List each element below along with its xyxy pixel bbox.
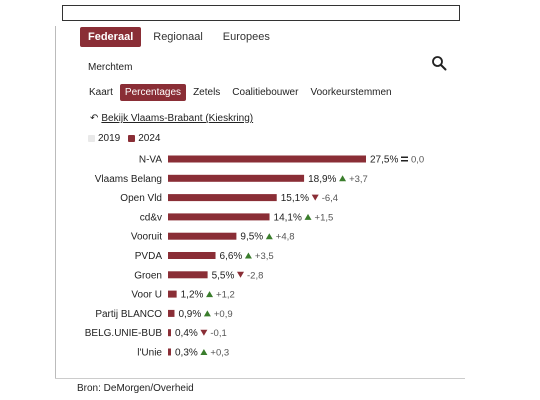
change-label: +0,3 xyxy=(210,348,229,359)
top-bar-box xyxy=(62,5,460,21)
category-label: PVDA xyxy=(135,251,163,262)
value-label: 0,9% xyxy=(178,309,201,320)
bar-2024 xyxy=(168,309,175,317)
back-arrow-icon: ↶ xyxy=(90,113,99,124)
change-label: +3,5 xyxy=(255,251,274,262)
kieskring-link[interactable]: Bekijk Vlaams-Brabant (Kieskring) xyxy=(101,113,254,124)
category-label: l'Unie xyxy=(137,348,162,359)
category-label: BELG.UNIE-BUB xyxy=(85,328,163,339)
frame-left-edge xyxy=(55,26,56,378)
category-label: Vlaams Belang xyxy=(95,174,162,185)
category-label: N-VA xyxy=(139,155,162,166)
change-label: +3,7 xyxy=(349,174,368,185)
change-up-icon xyxy=(206,291,214,298)
change-label: -6,4 xyxy=(322,193,338,204)
party-percentage-bar-chart: N-VA 27,5% 0,0 Vlaams Belang 18,9% +3,7 Open V… xyxy=(85,155,424,359)
value-label: 18,9% xyxy=(308,174,336,185)
change-label: +1,5 xyxy=(315,212,334,223)
category-label: Voor U xyxy=(131,290,162,301)
tab-regionaal[interactable]: Regionaal xyxy=(153,31,203,43)
view-subtabs: Kaart Percentages Zetels Coalitiebouwer … xyxy=(84,84,397,101)
frame-bottom-edge xyxy=(55,378,465,379)
change-up-icon xyxy=(203,310,211,317)
subtab-percentages[interactable]: Percentages xyxy=(119,84,187,101)
bar-2024 xyxy=(168,155,366,163)
change-up-icon xyxy=(244,252,252,259)
source-caption: Bron: DeMorgen/Overheid xyxy=(77,383,194,394)
change-label: -2,8 xyxy=(247,270,263,281)
value-label: 14,1% xyxy=(274,212,302,223)
category-label: Open Vld xyxy=(120,193,162,204)
tab-federaal[interactable]: Federaal xyxy=(80,27,142,47)
category-label: Groen xyxy=(134,270,162,281)
subtab-coalitiebouwer[interactable]: Coalitiebouwer xyxy=(232,87,299,98)
kieskring-link-row: ↶ Bekijk Vlaams-Brabant (Kieskring) xyxy=(90,113,253,124)
subtab-voorkeurstemmen[interactable]: Voorkeurstemmen xyxy=(310,87,392,98)
bar-2024 xyxy=(168,348,171,356)
bar-2024 xyxy=(168,252,216,259)
subtab-kaart[interactable]: Kaart xyxy=(89,87,113,98)
change-label: +1,2 xyxy=(216,290,235,301)
chart-legend: 2019 2024 xyxy=(88,133,161,144)
location-title: Merchtem xyxy=(88,62,133,73)
bar-2024 xyxy=(168,213,270,221)
change-equal-icon xyxy=(401,156,408,158)
subtab-zetels[interactable]: Zetels xyxy=(193,87,221,98)
value-label: 15,1% xyxy=(281,193,309,204)
search-icon[interactable] xyxy=(431,55,447,71)
value-label: 1,2% xyxy=(181,290,204,301)
change-up-icon xyxy=(339,175,347,182)
change-up-icon xyxy=(265,233,273,240)
legend-item-2019: 2019 xyxy=(88,133,120,144)
legend-swatch-2024 xyxy=(128,134,136,142)
value-label: 6,6% xyxy=(220,251,243,262)
bar-2024 xyxy=(168,174,305,182)
change-down-icon xyxy=(237,271,244,278)
category-label: Partij BLANCO xyxy=(95,309,162,320)
value-label: 0,4% xyxy=(175,328,198,339)
tab-europees[interactable]: Europees xyxy=(222,31,270,43)
change-up-icon xyxy=(200,349,208,355)
value-label: 5,5% xyxy=(212,270,235,281)
change-label: +0,9 xyxy=(214,309,233,320)
change-label: +4,8 xyxy=(276,232,295,243)
change-equal-icon xyxy=(401,160,408,162)
legend-label-2019: 2019 xyxy=(98,133,121,144)
category-label: cd&v xyxy=(140,212,162,223)
value-label: 9,5% xyxy=(240,232,263,243)
change-up-icon xyxy=(304,213,312,220)
change-down-icon xyxy=(200,329,208,336)
bar-2024 xyxy=(168,194,277,202)
category-label: Vooruit xyxy=(131,232,162,243)
change-down-icon xyxy=(311,194,319,201)
legend-item-2024: 2024 xyxy=(128,133,161,144)
value-label: 0,3% xyxy=(175,348,198,359)
election-tabs: Federaal Regionaal Europees xyxy=(80,27,278,47)
value-label: 27,5% xyxy=(370,155,398,166)
legend-swatch-2019 xyxy=(88,134,95,142)
change-label: 0,0 xyxy=(411,155,424,166)
change-label: -0,1 xyxy=(210,328,226,339)
bar-2024 xyxy=(168,232,237,240)
bar-2024 xyxy=(168,329,171,337)
bar-2024 xyxy=(168,290,177,298)
bar-2024 xyxy=(168,271,208,279)
legend-label-2024: 2024 xyxy=(138,133,161,144)
